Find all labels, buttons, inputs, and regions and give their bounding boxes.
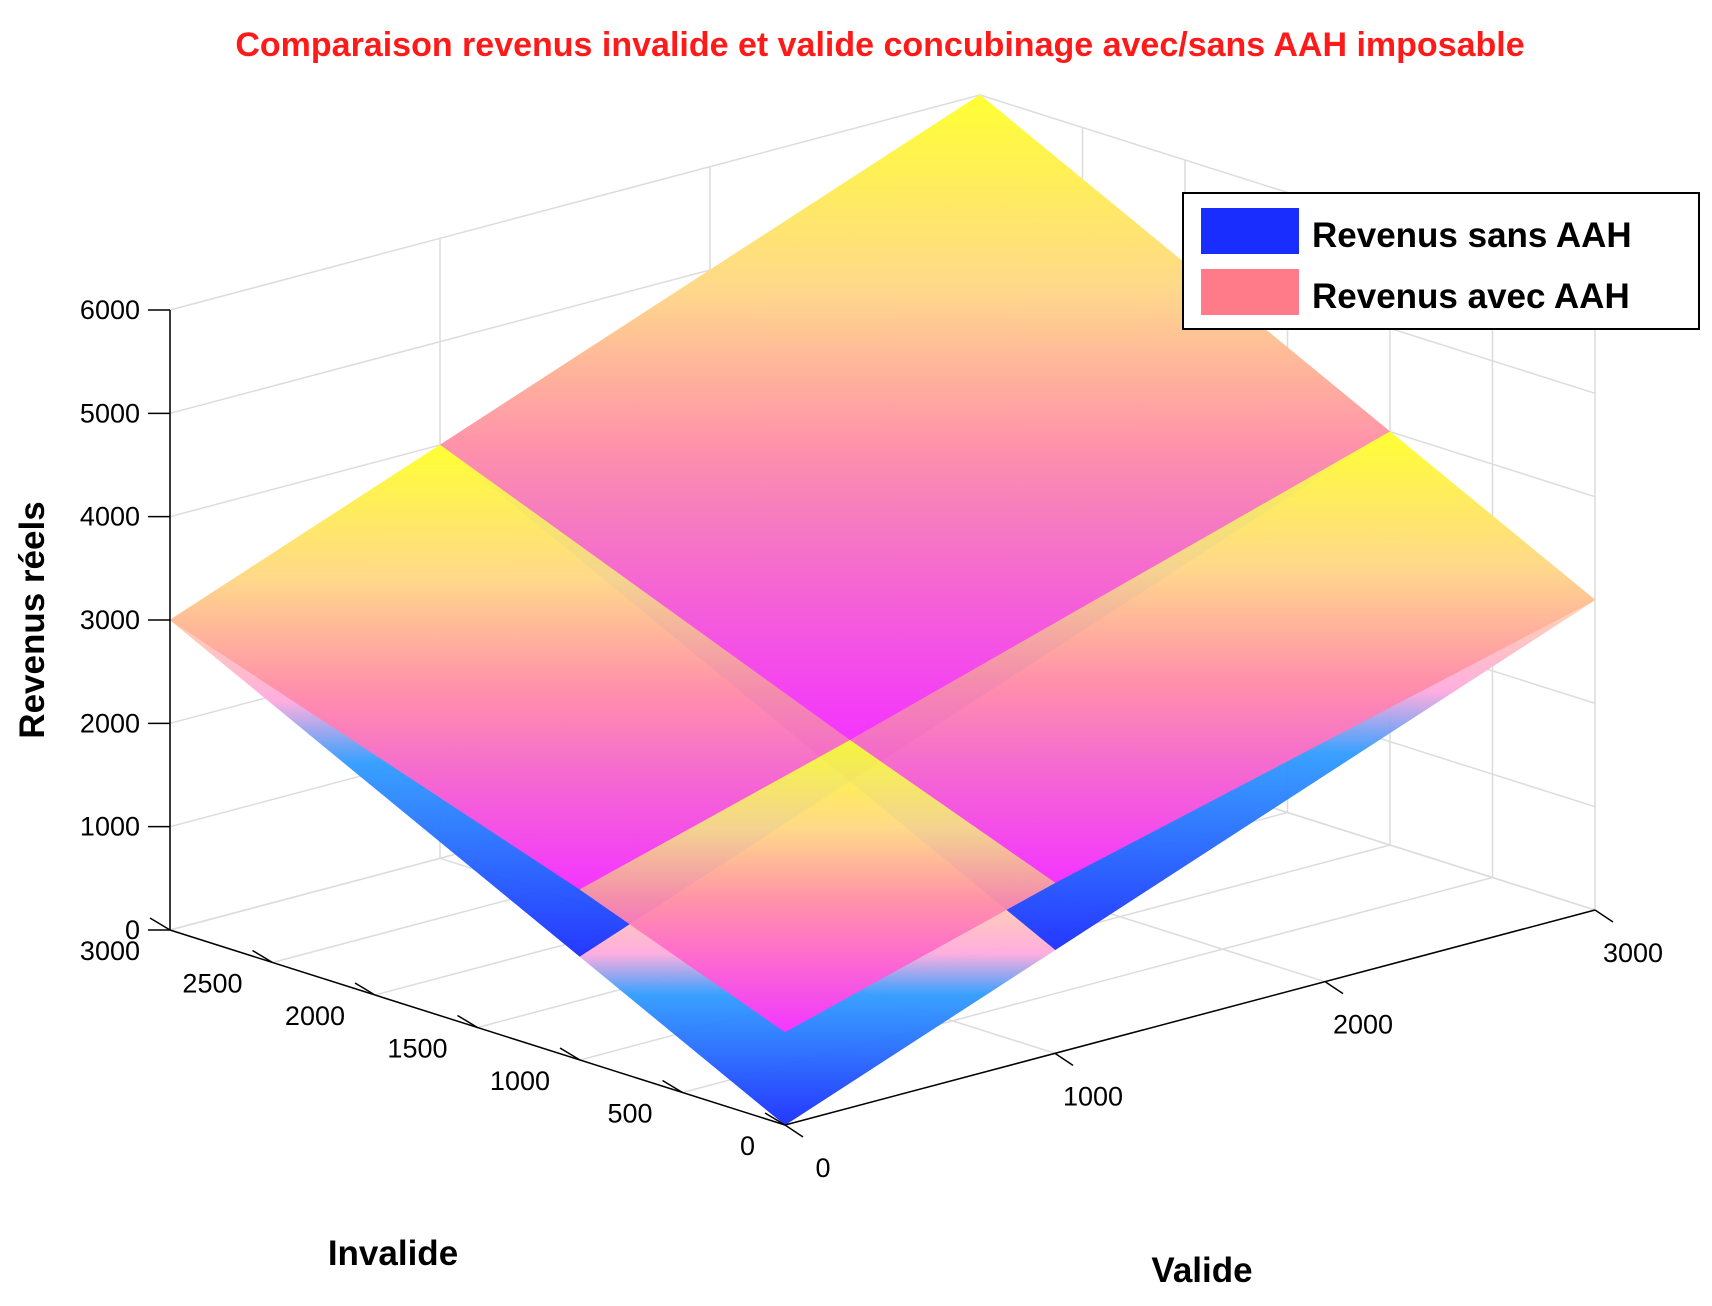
z-tick-label: 0 [125, 915, 140, 945]
x-tick-mark [784, 1124, 804, 1138]
y-tick-mark [457, 1014, 478, 1029]
surface-avec-aah [169, 94, 1596, 1033]
ticks-layer: 0 1000 2000 3000 4000 5000 6000 0 500 1000 1500 200… [80, 295, 1663, 1183]
legend-label-sans-aah: Revenus sans AAH [1312, 216, 1632, 255]
y-tick-label: 500 [607, 1099, 652, 1129]
x-tick-label: 2000 [1333, 1010, 1393, 1040]
y-tick-label: 3000 [80, 936, 140, 966]
y-tick-mark [662, 1079, 683, 1094]
y-tick-mark [149, 917, 171, 931]
x-tick-label: 3000 [1603, 938, 1663, 968]
legend-swatch-sans-aah [1201, 208, 1299, 254]
z-tick-label: 3000 [80, 605, 140, 635]
z-tick-label: 4000 [80, 502, 140, 532]
x-tick-mark [1324, 981, 1344, 995]
y-tick-label: 1000 [490, 1066, 550, 1096]
legend-label-avec-aah: Revenus avec AAH [1312, 277, 1630, 316]
y-axis-label: Invalide [328, 1234, 458, 1273]
z-tick-label: 1000 [80, 812, 140, 842]
grid-line-z-back [169, 94, 981, 311]
y-tick-mark [764, 1112, 786, 1126]
x-axis-label: Valide [1151, 1251, 1252, 1290]
x-tick-mark [1594, 909, 1614, 923]
chart-title: Comparaison revenus invalide et valide c… [235, 26, 1524, 64]
surface-avec-aah-patch [579, 740, 1056, 1033]
y-tick-mark [354, 982, 376, 996]
y-tick-label: 1500 [387, 1034, 447, 1064]
y-tick-mark [252, 949, 273, 964]
y-tick-mark [559, 1047, 581, 1061]
z-axis-label: Revenus réels [13, 501, 52, 738]
x-tick-label: 0 [815, 1153, 830, 1183]
legend-swatch-avec-aah [1201, 269, 1299, 315]
legend: Revenus sans AAH Revenus avec AAH [1182, 192, 1700, 330]
x-tick-mark [1054, 1052, 1074, 1066]
x-tick-label: 1000 [1063, 1081, 1123, 1111]
z-tick-label: 2000 [80, 708, 140, 738]
y-tick-label: 2500 [182, 969, 242, 999]
y-tick-label: 2000 [285, 1001, 345, 1031]
z-tick-label: 6000 [80, 295, 140, 325]
z-tick-label: 5000 [80, 398, 140, 428]
x-axis-line [784, 909, 1596, 1126]
y-tick-label: 0 [740, 1131, 755, 1161]
